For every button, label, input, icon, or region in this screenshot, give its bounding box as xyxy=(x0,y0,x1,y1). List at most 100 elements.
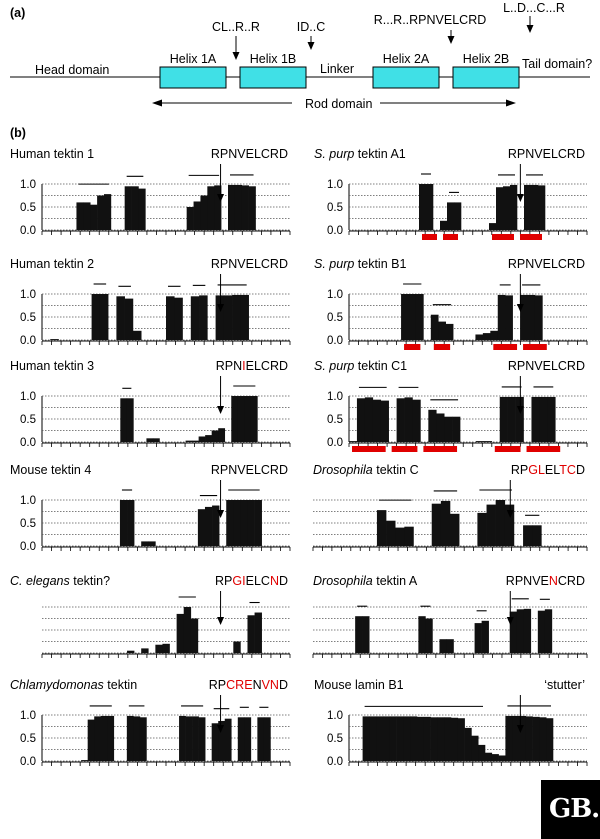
y-tick-label: 1.0 xyxy=(327,391,343,403)
chart-title: S. purp tektin B1 xyxy=(314,257,406,271)
bar xyxy=(486,504,496,546)
bar xyxy=(495,500,506,546)
bar xyxy=(132,330,142,340)
helix-label-2: Helix 1B xyxy=(250,52,297,66)
bar xyxy=(505,715,513,761)
y-tick-label: 0.5 xyxy=(327,202,343,214)
y-tick-label: 0.0 xyxy=(327,335,343,347)
bar xyxy=(519,715,527,761)
helix-segment-highlight xyxy=(494,446,521,452)
bar xyxy=(211,723,219,761)
y-tick-label: 1.0 xyxy=(20,179,36,191)
bar xyxy=(415,294,424,340)
bar xyxy=(439,639,447,653)
motif-position-arrowhead xyxy=(516,406,524,414)
bar xyxy=(418,616,426,653)
bar xyxy=(124,298,134,340)
chart-title: Drosophila tektin A xyxy=(313,574,418,588)
chart-motif-label: RPNIELCRD xyxy=(216,359,288,373)
bar xyxy=(193,201,201,230)
helix-segment-highlight xyxy=(422,234,437,240)
bar xyxy=(248,186,256,230)
bar xyxy=(146,438,154,442)
linker-label: Linker xyxy=(320,62,354,76)
bar xyxy=(520,294,528,340)
bar xyxy=(97,195,105,230)
bar xyxy=(204,506,213,546)
bar xyxy=(185,716,193,761)
bar xyxy=(133,716,141,761)
bar xyxy=(457,718,465,761)
bar xyxy=(464,727,472,761)
chart-motif-label: RPNVELCRD xyxy=(211,257,288,271)
bar xyxy=(179,715,186,761)
bar xyxy=(263,717,271,761)
bar xyxy=(207,186,215,230)
motif-position-arrowhead xyxy=(516,194,524,202)
bar xyxy=(138,188,146,230)
bar xyxy=(240,500,248,546)
bar xyxy=(240,294,249,340)
bar xyxy=(509,611,518,653)
bar xyxy=(192,440,199,442)
bar xyxy=(211,430,219,442)
bar xyxy=(412,399,421,442)
chart-motif-label: ‘stutter’ xyxy=(544,678,585,692)
chart-1: Human tektin 1 RPNVELCRD 1.0 0.5 0.0 xyxy=(10,147,291,237)
panel-a-label: (a) xyxy=(10,6,25,20)
bar xyxy=(531,184,539,230)
bar xyxy=(231,396,239,442)
bar xyxy=(436,413,445,442)
helix-segment-highlight xyxy=(526,446,561,452)
y-tick-label: 1.0 xyxy=(327,179,343,191)
y-tick-label: 0.0 xyxy=(20,335,36,347)
journal-logo: GB.c xyxy=(541,780,600,839)
y-tick-label: 0.0 xyxy=(327,437,343,449)
bar xyxy=(380,400,389,442)
bar xyxy=(247,615,255,653)
helix-segment-highlight xyxy=(423,446,458,452)
bar xyxy=(107,715,115,761)
bar xyxy=(485,752,493,761)
bar xyxy=(440,500,451,546)
bar xyxy=(481,620,489,653)
bar xyxy=(362,716,370,761)
chart-9: S. purp tektin C1 RPNVELCRD 1.0 0.5 0.0 xyxy=(314,359,588,452)
bar xyxy=(126,715,134,761)
bar xyxy=(162,643,170,653)
bar xyxy=(218,428,226,442)
chart-title: C. elegans tektin? xyxy=(10,574,110,588)
chart-title: Drosophila tektin C xyxy=(313,463,419,477)
bar xyxy=(404,526,414,546)
bar xyxy=(190,296,200,340)
bar xyxy=(428,409,437,442)
bar xyxy=(141,648,149,653)
bar xyxy=(505,295,513,340)
motif-position-arrowhead xyxy=(217,725,225,733)
bar xyxy=(477,512,487,546)
bar xyxy=(478,744,486,761)
bar xyxy=(524,184,532,230)
bar xyxy=(224,718,232,761)
bar xyxy=(450,513,460,546)
motif-position-arrowhead xyxy=(217,510,225,518)
bar xyxy=(376,510,387,546)
bar xyxy=(544,609,553,653)
y-tick-label: 0.0 xyxy=(327,225,343,237)
helix-segment-highlight xyxy=(433,344,451,350)
bar xyxy=(87,719,95,761)
bar xyxy=(76,202,84,230)
y-tick-label: 1.0 xyxy=(20,391,36,403)
bar xyxy=(356,398,366,442)
motif-position-arrowhead xyxy=(506,617,514,625)
bar xyxy=(192,716,199,761)
bar xyxy=(532,716,540,761)
bar xyxy=(91,294,101,340)
bar xyxy=(233,500,241,546)
bar xyxy=(104,194,112,230)
chart-12: Mouse lamin B1 ‘stutter’ 1.0 0.5 0.0 xyxy=(314,678,588,768)
bar xyxy=(126,398,134,442)
bar xyxy=(237,717,245,761)
bar xyxy=(183,607,192,653)
